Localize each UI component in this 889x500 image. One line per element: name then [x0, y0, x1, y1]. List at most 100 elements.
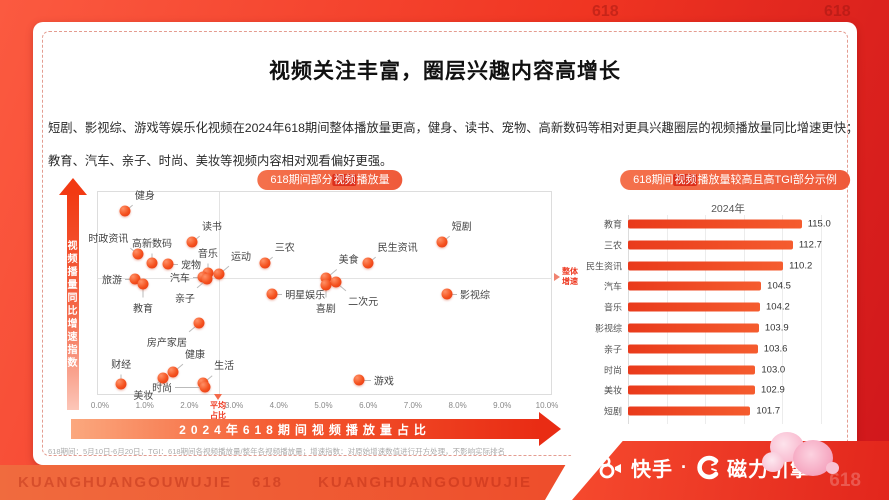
- bar-category-label: 三农: [603, 240, 622, 251]
- bar: [628, 323, 759, 333]
- x-axis-title-band: 2024年618期间视频播放量占比: [71, 419, 539, 439]
- logo-separator: ·: [681, 456, 687, 477]
- x-tick-label: 0.0%: [90, 401, 110, 410]
- bar: [628, 302, 760, 312]
- x-tick-label: 7.0%: [403, 401, 423, 410]
- bar-gridline: [821, 215, 822, 424]
- bar-value-label: 115.0: [807, 218, 831, 230]
- x-tick-label: 4.0%: [269, 401, 288, 410]
- bar-category-label: 教育: [603, 219, 622, 230]
- scatter-point-label: 旅游: [101, 275, 122, 287]
- bar-category-label: 时尚: [603, 365, 622, 376]
- watermark-bottom-left: KUANGHUANGOUWUJIE: [18, 474, 232, 491]
- label-connector: [358, 380, 371, 382]
- scatter-point-label: 二次元: [348, 297, 379, 309]
- watermark-bottom-left-2: KUANGHUANGOUWUJIE: [318, 474, 532, 491]
- scatter-point-label: 游戏: [373, 376, 394, 388]
- kuaishou-logo-icon: [599, 456, 621, 479]
- scatter-point: [199, 381, 211, 393]
- bar-value-label: 110.2: [789, 260, 813, 272]
- average-share-marker: 平均占比: [208, 394, 228, 420]
- scatter-point-label: 民生资讯: [377, 242, 418, 254]
- bar-gridline: [782, 215, 784, 424]
- bar: [628, 365, 756, 375]
- bar-value-label: 103.6: [763, 343, 788, 355]
- average-share-line: [219, 192, 221, 394]
- scatter-point: [162, 258, 174, 270]
- scatter-point: [330, 276, 342, 288]
- scatter-point-label: 时政资讯: [88, 233, 129, 245]
- scatter-point-label: 房产家居: [146, 338, 187, 350]
- x-tick-label: 9.0%: [493, 401, 512, 410]
- flower-petal: [826, 462, 839, 474]
- x-tick-label: 2.0%: [180, 401, 199, 410]
- scatter-point: [137, 278, 149, 290]
- bar-badge-prefix: 618期间: [633, 174, 674, 186]
- scatter-point-label: 读书: [201, 221, 222, 233]
- scatter-point: [167, 366, 179, 378]
- bar: [628, 281, 762, 291]
- bar-value-label: 104.5: [767, 280, 791, 292]
- scatter-point-label: 汽车: [169, 273, 190, 285]
- scatter-point: [193, 317, 205, 329]
- bar-value-label: 101.7: [756, 405, 781, 417]
- scatter-point-label: 影视综: [459, 290, 490, 302]
- content-card: 视频关注丰富，圈层兴趣内容高增长 短剧、影视综、游戏等娱乐化视频在2024年61…: [33, 22, 859, 465]
- scatter-point: [362, 257, 374, 269]
- bar-category-label: 美妆: [603, 385, 622, 396]
- scatter-point-label: 喜剧: [315, 304, 336, 316]
- scatter-point: [320, 272, 332, 284]
- scatter-point: [353, 374, 365, 386]
- scatter-point: [129, 273, 141, 285]
- scatter-badge-prefix: 618期间部分: [270, 174, 333, 186]
- scatter-point-label: 生活: [214, 361, 235, 373]
- scatter-point-label: 运动: [231, 251, 251, 263]
- scatter-point: [436, 236, 448, 248]
- bar-gridline: [628, 215, 629, 424]
- watermark-618-top: 618: [592, 3, 619, 20]
- bar-value-label: 104.2: [766, 301, 790, 313]
- scatter-point: [320, 279, 332, 291]
- scatter-point-label: 短剧: [451, 221, 472, 233]
- x-tick-label: 1.0%: [135, 401, 154, 410]
- bar: [628, 240, 793, 250]
- bar: [628, 385, 755, 395]
- scatter-point: [213, 268, 225, 280]
- y-axis-arrow: 视频播量同比增速指数: [59, 178, 87, 410]
- scatter-point-label: 美妆: [133, 391, 154, 403]
- bar-badge-highlight: 视频: [673, 174, 698, 186]
- magnetic-engine-logo-icon: [697, 455, 719, 479]
- scatter-badge-highlight: 视频: [332, 174, 357, 186]
- bar-chart-badge: 618期间视频播放量较高且高TGI部分示例: [620, 170, 850, 190]
- scatter-badge-suffix: 播放量: [356, 174, 390, 186]
- scatter-point: [441, 288, 453, 300]
- scatter-point-label: 音乐: [197, 248, 218, 260]
- arrow-right-icon: [554, 273, 560, 281]
- bar-value-label: 112.7: [798, 239, 822, 251]
- scatter-point: [201, 273, 213, 285]
- bar-gridline: [743, 215, 745, 424]
- kuaishou-logo-text: 快手: [631, 458, 673, 481]
- scatter-point-label: 健康: [184, 349, 205, 361]
- scatter-point: [202, 267, 214, 279]
- scatter-point: [186, 236, 198, 248]
- scatter-point-label: 时尚: [152, 383, 173, 395]
- scatter-point: [266, 288, 278, 300]
- bar-chart-title: 2024年: [711, 203, 745, 215]
- scatter-point: [132, 248, 144, 260]
- scatter-point-label: 美食: [338, 255, 359, 267]
- bar-category-label: 音乐: [603, 302, 622, 313]
- bar-value-label: 103.0: [761, 364, 786, 376]
- x-tick-label: 5.0%: [314, 401, 333, 410]
- bar-badge-suffix: 播放量较高且高TGI部分示例: [697, 174, 837, 186]
- bar-category-label: 影视综: [594, 323, 622, 334]
- scatter-point-label: 财经: [111, 359, 132, 371]
- scatter-point-label: 教育: [133, 304, 154, 315]
- watermark-618-top-right: 618: [824, 3, 851, 20]
- scatter-point-label: 明星娱乐: [285, 290, 326, 302]
- scatter-point-label: 亲子: [174, 294, 195, 306]
- summary-line-1: 短剧、影视综、游戏等娱乐化视频在2024年618期间整体播放量更高，健身、读书、…: [48, 121, 859, 136]
- scatter-point: [146, 257, 158, 269]
- bar: [628, 406, 751, 416]
